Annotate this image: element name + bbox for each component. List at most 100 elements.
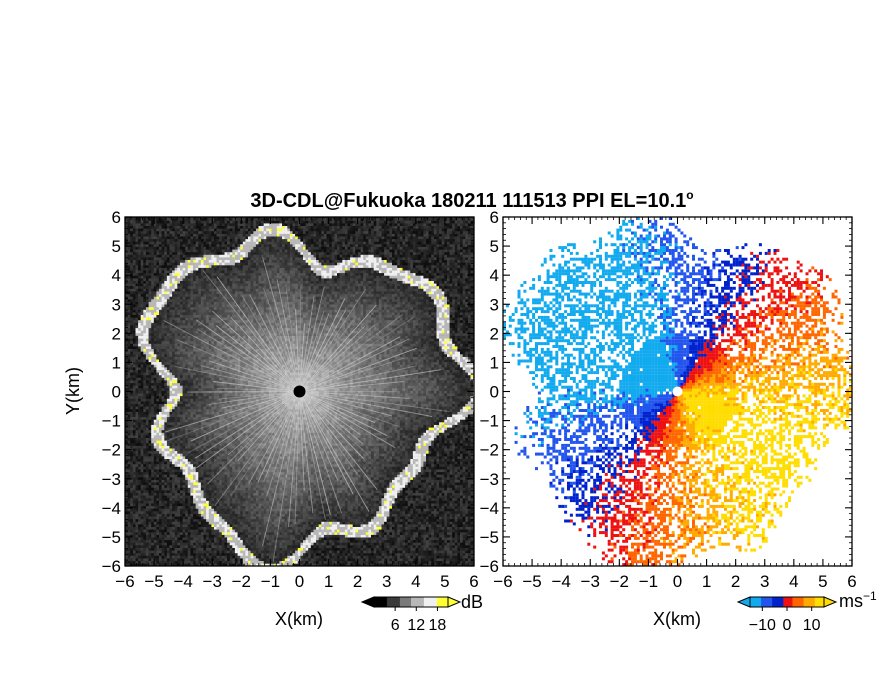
snr-cell xyxy=(206,453,209,457)
snr-cell xyxy=(143,490,147,493)
snr-cell xyxy=(140,367,144,370)
snr-cell xyxy=(130,267,134,271)
snr-cell xyxy=(208,267,212,271)
snr-cell xyxy=(143,492,147,496)
snr-cell xyxy=(145,265,149,268)
snr-cell xyxy=(190,411,194,415)
snr-cell xyxy=(166,359,170,363)
snr-cell xyxy=(151,416,155,420)
snr-cell xyxy=(148,374,152,378)
snr-cell xyxy=(195,306,199,310)
snr-cell xyxy=(138,547,141,551)
snr-cell xyxy=(182,280,186,284)
snr-cell xyxy=(135,223,139,226)
snr-cell xyxy=(153,283,157,287)
snr-cell xyxy=(195,437,199,441)
snr-cell xyxy=(140,346,144,349)
snr-cell xyxy=(193,503,196,507)
snr-cell xyxy=(182,463,186,467)
snr-cell xyxy=(169,309,173,313)
snr-cell xyxy=(195,427,199,431)
snr-cell xyxy=(130,508,134,512)
snr-cell xyxy=(130,296,134,300)
snr-cell xyxy=(206,398,209,402)
snr-cell xyxy=(140,555,144,559)
snr-cell xyxy=(216,435,220,438)
snr-cell xyxy=(195,270,199,274)
snr-cell xyxy=(208,283,212,287)
snr-cell xyxy=(159,497,162,501)
snr-cell xyxy=(208,330,212,334)
snr-cell xyxy=(161,539,165,543)
snr-cell xyxy=(203,492,207,496)
snr-cell xyxy=(214,532,217,535)
snr-cell xyxy=(208,411,212,415)
snr-cell xyxy=(193,545,196,548)
snr-cell xyxy=(166,390,170,394)
snr-cell xyxy=(130,497,134,501)
snr-cell xyxy=(140,537,144,541)
snr-cell xyxy=(151,477,155,480)
snr-cell xyxy=(174,393,178,397)
snr-cell xyxy=(180,223,183,226)
snr-cell xyxy=(190,259,194,263)
snr-cell xyxy=(182,343,186,347)
snr-cell xyxy=(206,429,209,433)
snr-cell xyxy=(187,291,191,295)
snr-cell xyxy=(130,513,134,517)
snr-cell xyxy=(216,537,220,541)
snr-cell xyxy=(153,511,157,514)
snr-cell xyxy=(219,251,223,255)
snr-cell xyxy=(193,511,196,514)
snr-cell xyxy=(211,346,215,349)
snr-cell xyxy=(174,367,178,370)
snr-cell xyxy=(164,471,168,475)
snr-cell xyxy=(185,338,189,342)
snr-cell xyxy=(164,424,168,428)
snr-cell xyxy=(135,461,139,465)
snr-cell xyxy=(180,552,183,556)
snr-cell xyxy=(216,466,220,470)
snr-cell xyxy=(208,403,212,407)
snr-cell xyxy=(190,382,194,386)
snr-cell xyxy=(135,340,139,344)
snr-cell xyxy=(198,558,202,561)
snr-cell xyxy=(145,466,149,470)
snr-cell xyxy=(219,484,223,488)
snr-cell xyxy=(208,228,212,232)
snr-cell xyxy=(125,380,128,384)
snr-cell xyxy=(138,411,141,415)
snr-cell xyxy=(195,513,199,517)
snr-cell xyxy=(214,225,217,229)
snr-cell xyxy=(159,233,162,237)
snr-cell xyxy=(203,306,207,310)
snr-cell xyxy=(193,552,196,556)
snr-cell xyxy=(219,348,223,352)
snr-cell xyxy=(195,262,199,266)
snr-cell xyxy=(203,293,207,297)
snr-cell xyxy=(177,440,181,444)
snr-cell xyxy=(138,563,141,566)
snr-cell xyxy=(190,283,194,287)
snr-cell xyxy=(216,419,220,423)
snr-cell xyxy=(198,550,202,554)
snr-cell xyxy=(127,545,131,548)
snr-cell xyxy=(164,393,168,397)
snr-cell xyxy=(206,312,209,315)
snr-cell xyxy=(177,458,181,462)
snr-cell xyxy=(166,516,170,520)
snr-cell xyxy=(219,552,223,556)
snr-cell xyxy=(180,272,183,276)
snr-cell xyxy=(145,374,149,378)
snr-cell xyxy=(130,377,134,381)
snr-cell xyxy=(203,539,207,543)
snr-cell xyxy=(156,241,160,245)
snr-cell xyxy=(135,322,139,326)
snr-cell xyxy=(193,351,196,355)
snr-cell xyxy=(180,231,183,234)
snr-cell xyxy=(177,275,181,279)
snr-cell xyxy=(153,526,157,530)
snr-cell xyxy=(127,461,131,465)
snr-cell xyxy=(138,314,141,318)
snr-cell xyxy=(187,435,191,438)
